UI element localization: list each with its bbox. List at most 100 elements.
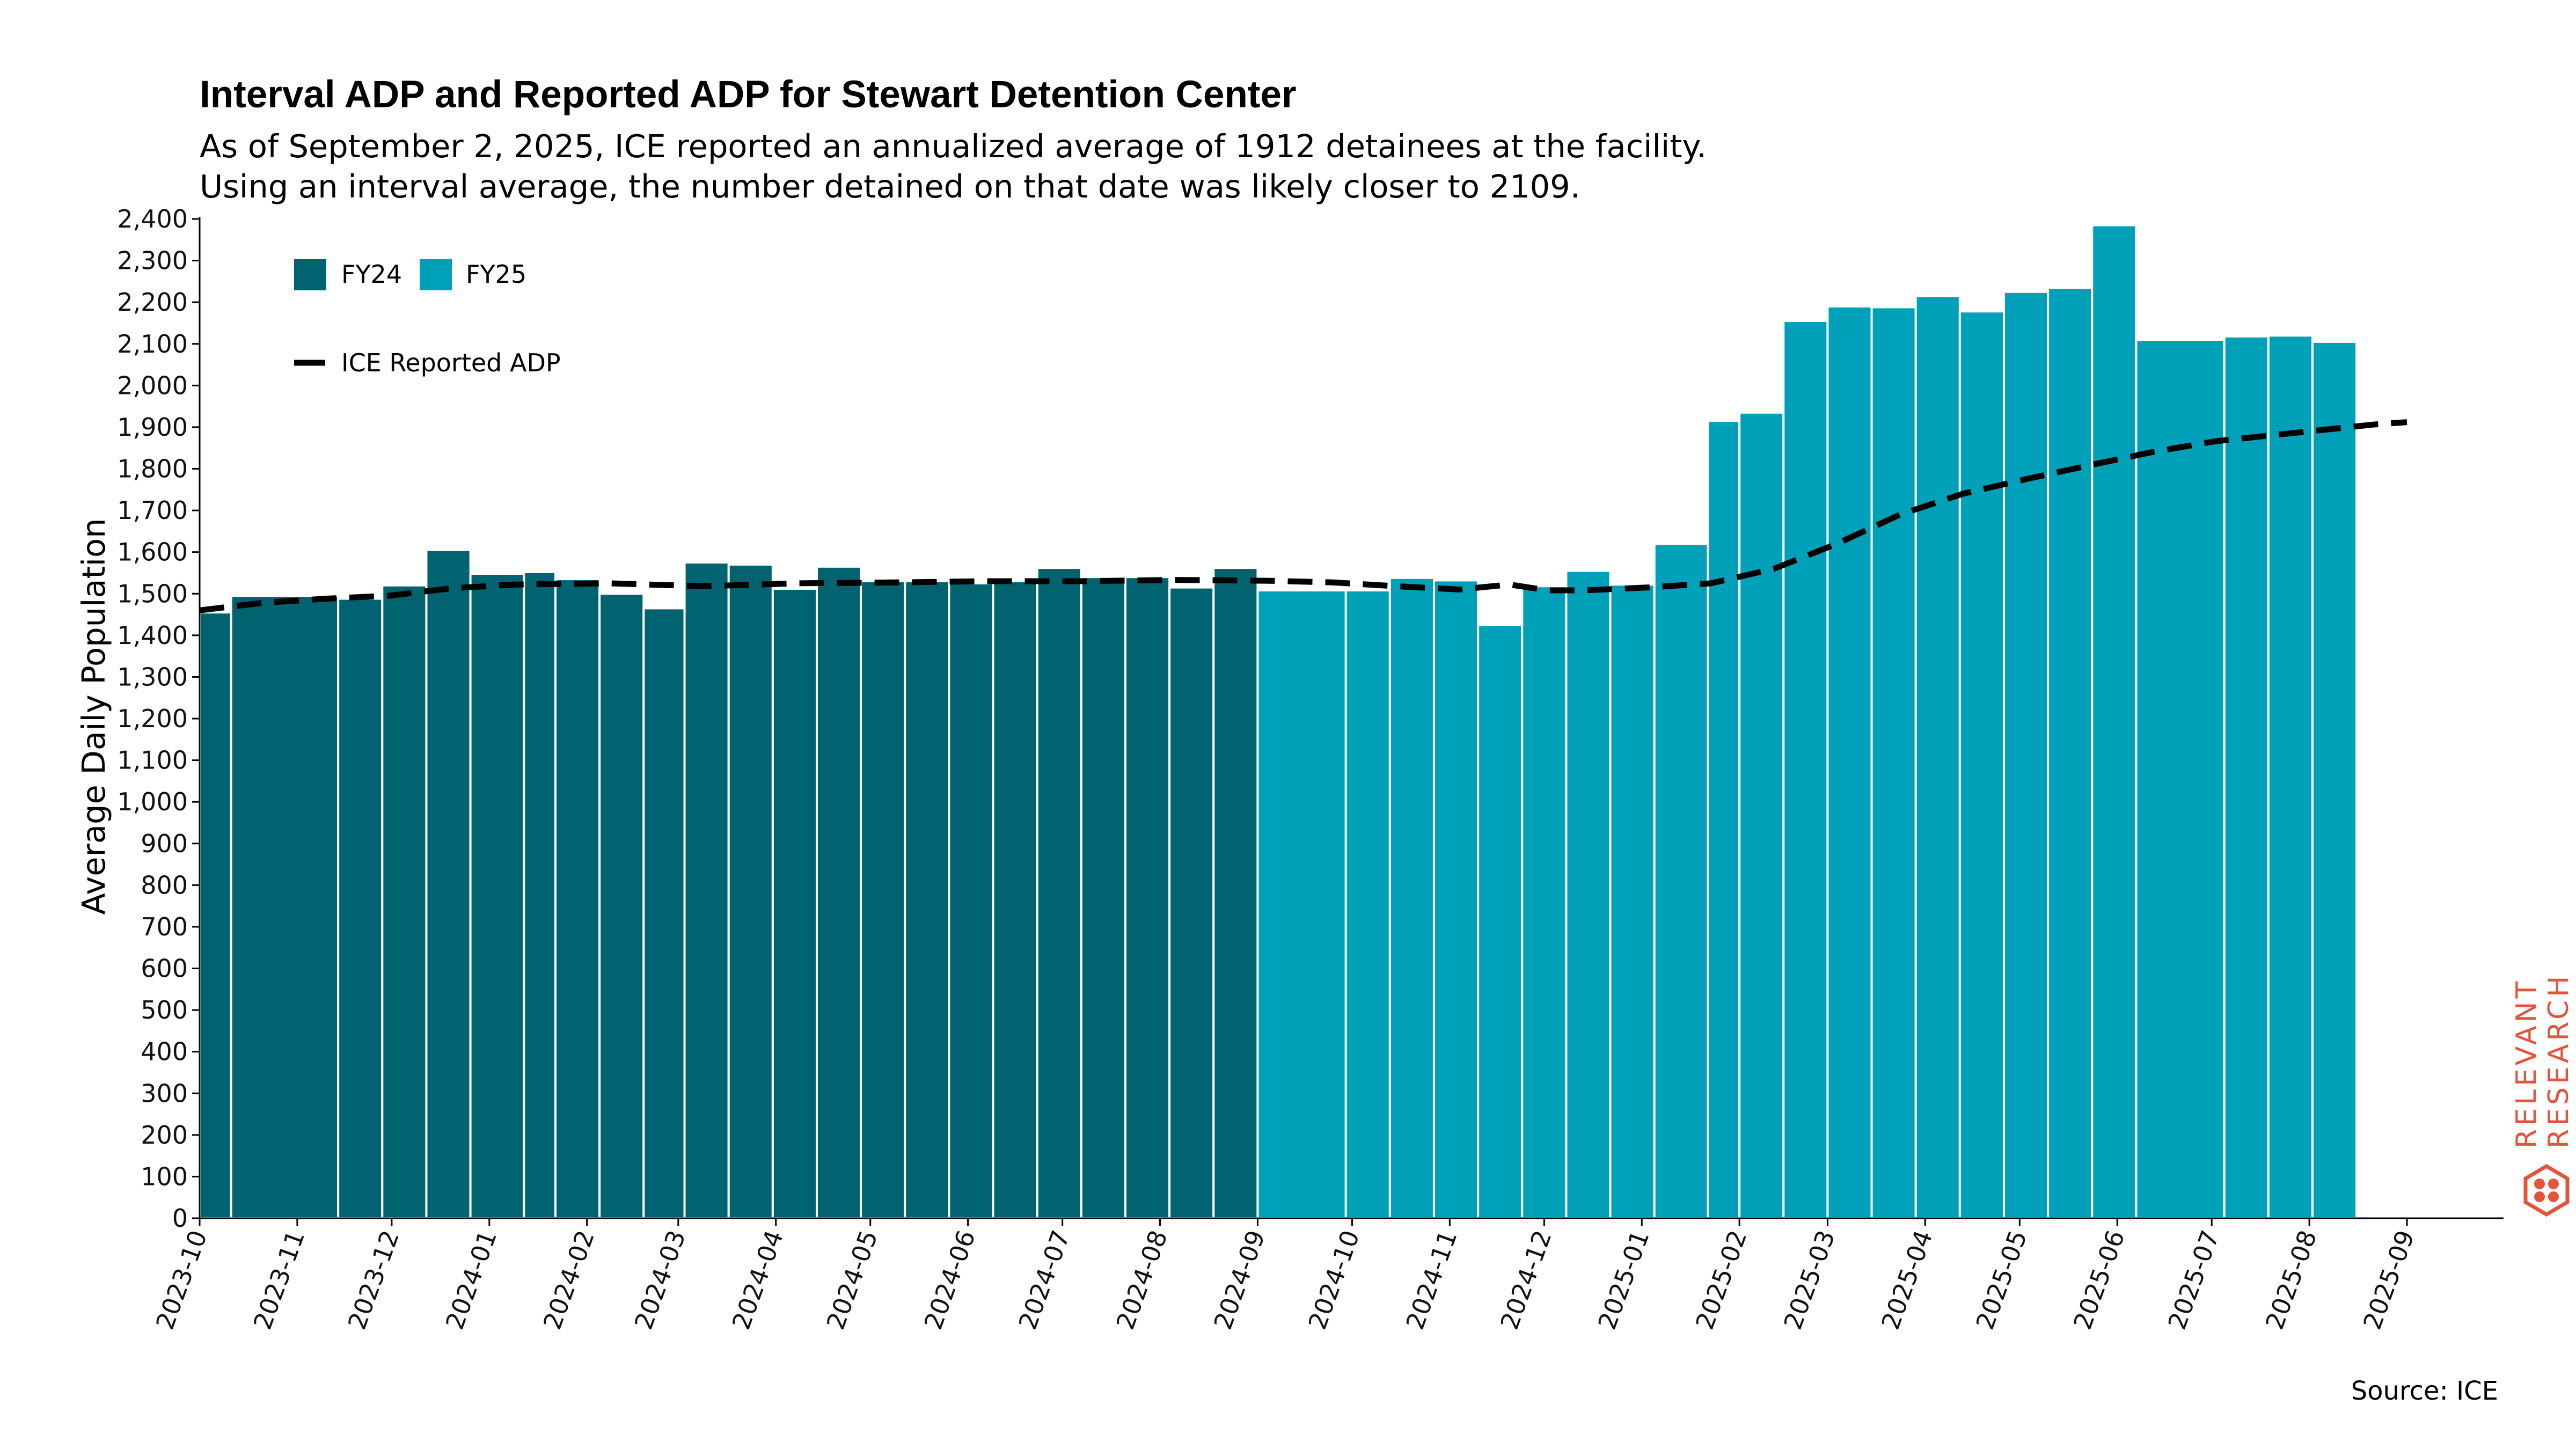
y-tick-label: 2,300 <box>117 246 188 275</box>
bar-fy24-20 <box>1124 576 1171 1219</box>
x-tick-labels: 2023-10 2023-11 2023-12 2024-01 2024-02 2024-… <box>150 1226 2420 1333</box>
chart-subtitle-line-2: Using an interval average, the number de… <box>200 168 1580 205</box>
x-tick-label: 2025-07 <box>2162 1226 2224 1333</box>
bar-fy24-21 <box>1168 586 1215 1219</box>
bar-fy24-15 <box>904 580 950 1219</box>
bar-fy25-16 <box>2002 290 2050 1219</box>
bar-fy24-1 <box>230 595 340 1219</box>
bar-fy24-2 <box>337 597 384 1219</box>
bar-fy24-19 <box>1080 576 1126 1219</box>
legend: FY24 FY25 ICE Reported ADP <box>294 259 561 377</box>
x-tick-label: 2024-08 <box>1110 1226 1173 1333</box>
bar-fy25-1 <box>1344 589 1391 1219</box>
y-tick-label: 100 <box>141 1162 188 1191</box>
y-axis-label: Average Daily Population <box>75 518 112 914</box>
bar-fy25-21 <box>2267 334 2314 1219</box>
y-tick-label: 200 <box>141 1121 188 1150</box>
y-tick-label: 1,900 <box>117 413 188 442</box>
x-tick-label: 2024-03 <box>629 1226 691 1333</box>
bar-fy25-5 <box>1521 585 1568 1219</box>
y-tick-label: 400 <box>141 1037 188 1066</box>
axes-group <box>192 217 2504 1226</box>
x-tick-label: 2025-04 <box>1876 1226 1938 1333</box>
bar-fy25-12 <box>1826 305 1873 1219</box>
bar-fy24-11 <box>727 563 774 1219</box>
y-tick-label: 1,800 <box>117 455 188 484</box>
relevant-research-logo: RELEVANT RESEARCH <box>2511 973 2575 1217</box>
bar-fy25-17 <box>2047 287 2094 1219</box>
x-tick-label: 2024-11 <box>1400 1226 1462 1333</box>
logo-text-line-1: RELEVANT <box>2511 978 2543 1148</box>
bar-fy25-18 <box>2091 224 2138 1219</box>
bar-fy24-4 <box>425 548 472 1219</box>
y-tick-label: 1,500 <box>117 579 188 608</box>
bar-fy24-17 <box>992 580 1038 1219</box>
bar-fy24-7 <box>554 578 601 1219</box>
y-tick-label: 2,100 <box>117 330 188 358</box>
legend-fy24-label: FY24 <box>341 260 402 289</box>
bar-fy24-14 <box>860 580 906 1219</box>
x-tick-label: 2025-05 <box>1970 1226 2032 1333</box>
bar-fy25-20 <box>2223 335 2270 1219</box>
bar-fy24-10 <box>683 561 730 1219</box>
bar-fy25-0 <box>1256 589 1347 1219</box>
bar-fy25-3 <box>1432 579 1480 1219</box>
reported-adp-line-group <box>199 419 2407 613</box>
y-tick-label: 1,400 <box>117 621 188 650</box>
bar-fy25-13 <box>1870 306 1917 1219</box>
bar-fy24-22 <box>1212 567 1259 1219</box>
x-tick-label: 2023-12 <box>342 1226 405 1333</box>
logo-text-line-2: RESEARCH <box>2543 973 2575 1148</box>
y-tick-label: 900 <box>141 829 188 858</box>
bar-fy25-15 <box>1958 310 2005 1219</box>
x-tick-label: 2023-11 <box>248 1226 310 1333</box>
bar-fy24-6 <box>523 570 557 1219</box>
y-tick-label: 1,600 <box>117 538 188 567</box>
bars-group <box>199 224 2358 1220</box>
bar-fy24-0 <box>199 611 232 1219</box>
legend-fy25-label: FY25 <box>466 260 526 289</box>
x-tick-label: 2024-04 <box>727 1226 789 1333</box>
x-tick-label: 2025-08 <box>2260 1226 2322 1333</box>
y-tick-label: 2,200 <box>117 288 188 317</box>
bar-fy25-4 <box>1477 624 1524 1219</box>
bar-fy25-14 <box>1914 295 1961 1219</box>
reported-adp-line <box>199 419 2407 613</box>
bar-fy24-8 <box>598 592 645 1219</box>
x-tick-label: 2025-01 <box>1592 1226 1655 1333</box>
x-tick-label: 2024-02 <box>538 1226 600 1333</box>
y-tick-label: 1,300 <box>117 662 188 691</box>
x-tick-label: 2024-06 <box>918 1226 980 1333</box>
bar-fy25-10 <box>1738 411 1785 1219</box>
y-tick-label: 500 <box>141 996 188 1024</box>
bar-fy24-3 <box>381 584 428 1219</box>
legend-line-label: ICE Reported ADP <box>341 348 561 377</box>
bar-fy25-2 <box>1388 576 1435 1219</box>
chart-subtitle-line-1: As of September 2, 2025, ICE reported an… <box>200 128 1707 165</box>
x-tick-label: 2023-10 <box>150 1226 213 1333</box>
bar-fy25-9 <box>1707 420 1741 1219</box>
x-tick-label: 2025-09 <box>2358 1226 2420 1333</box>
bar-fy24-5 <box>469 573 525 1219</box>
bar-fy25-7 <box>1609 583 1656 1219</box>
bar-fy25-11 <box>1782 320 1829 1220</box>
y-tick-label: 0 <box>172 1204 188 1233</box>
x-tick-label: 2024-12 <box>1495 1226 1557 1333</box>
x-tick-label: 2024-05 <box>821 1226 883 1333</box>
source-note: Source: ICE <box>2351 1376 2498 1406</box>
y-tick-label: 700 <box>141 912 188 941</box>
x-tick-label: 2024-07 <box>1013 1226 1075 1333</box>
y-tick-label: 300 <box>141 1079 188 1108</box>
x-tick-label: 2024-01 <box>440 1226 502 1333</box>
legend-fy24-swatch <box>294 259 326 290</box>
bar-fy25-22 <box>2311 340 2358 1219</box>
bar-fy25-19 <box>2135 338 2226 1219</box>
y-tick-label: 1,100 <box>117 746 188 775</box>
y-tick-label: 2,000 <box>117 371 188 400</box>
bar-fy24-12 <box>771 587 818 1219</box>
legend-fy25-swatch <box>420 259 452 290</box>
bar-fy24-16 <box>948 582 994 1219</box>
y-tick-label: 800 <box>141 870 188 899</box>
bar-fy24-9 <box>642 607 686 1219</box>
